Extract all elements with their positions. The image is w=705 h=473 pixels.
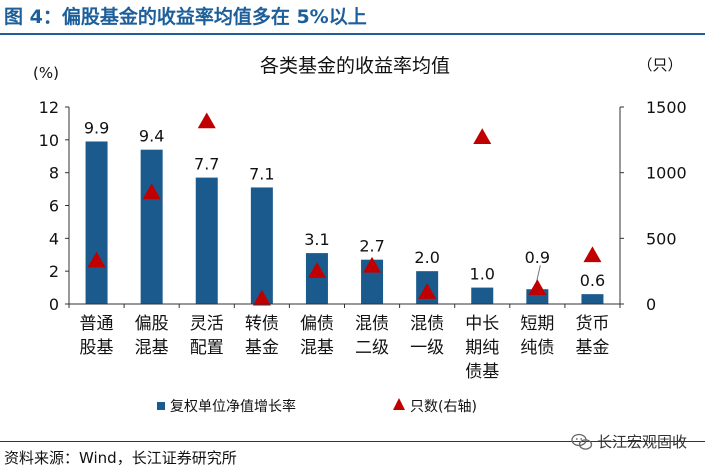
triangle-marker <box>142 183 161 200</box>
bar-data-label: 2.7 <box>359 237 384 256</box>
left-axis-tick-label: 2 <box>49 262 59 281</box>
bar <box>250 187 273 304</box>
triangle-marker <box>307 262 326 278</box>
right-axis-unit: （只） <box>637 56 682 74</box>
chart: 各类基金的收益率均值 (%) （只） 0 2 4 6 8 10 12 0 500 1000 150… <box>33 55 687 415</box>
x-tick-label: 基金 <box>245 338 279 358</box>
figure-title: 图 4：偏股基金的收益率均值多在 5%以上 <box>4 6 367 28</box>
x-tick-label: 配置 <box>190 338 224 358</box>
left-axis-tick-label: 0 <box>49 295 59 314</box>
right-axis-tick-label: 0 <box>646 295 656 314</box>
bar-data-label: 0.6 <box>580 271 605 290</box>
left-axis-tick-label: 10 <box>39 131 59 150</box>
left-axis: 0 2 4 6 8 10 12 <box>39 98 70 314</box>
bar-data-label: 7.1 <box>249 164 274 183</box>
triangle-marker <box>363 256 382 273</box>
bar-data-label: 7.7 <box>194 155 219 174</box>
bar-data-label: 1.0 <box>470 265 495 284</box>
wechat-icon <box>571 433 593 450</box>
triangle-marker <box>528 279 547 295</box>
source-note: 资料来源：Wind，长江证券研究所 <box>4 449 237 467</box>
legend-triangle-swatch <box>393 398 405 410</box>
marker-series <box>87 112 602 306</box>
bar <box>581 294 604 304</box>
x-tick-label: 纯债 <box>520 338 554 358</box>
x-tick-label: 偏债 <box>300 314 334 334</box>
x-axis <box>68 303 621 308</box>
watermark: 长江宏观固收 <box>571 431 687 452</box>
source-divider <box>0 441 705 442</box>
bar-data-label: 2.0 <box>414 248 439 267</box>
legend-marker-label: 只数(右轴) <box>410 399 477 415</box>
bar-series <box>85 141 604 304</box>
bar-data-label: 9.4 <box>139 127 164 146</box>
x-tick-label: 混基 <box>135 338 169 358</box>
bar-data-label: 9.9 <box>84 118 109 137</box>
right-axis-tick-label: 1000 <box>646 164 687 183</box>
left-axis-tick-label: 8 <box>49 164 59 183</box>
right-axis-tick-label: 500 <box>646 229 677 248</box>
x-tick-label: 混基 <box>300 338 334 358</box>
x-tick-label: 混债 <box>355 314 389 334</box>
bar <box>195 177 218 304</box>
triangle-marker <box>473 128 492 144</box>
triangle-marker <box>197 112 216 129</box>
x-tick-label: 混债 <box>410 314 444 334</box>
x-tick-label: 货币 <box>575 314 609 334</box>
chart-title: 各类基金的收益率均值 <box>260 55 450 77</box>
x-tick-label: 债基 <box>465 362 499 382</box>
triangle-marker <box>252 289 271 306</box>
x-tick-label: 二级 <box>355 338 389 358</box>
bar-data-label: 3.1 <box>304 230 329 249</box>
triangle-marker <box>583 246 602 263</box>
x-tick-label: 一级 <box>410 338 444 358</box>
title-divider <box>0 33 705 35</box>
x-tick-label: 普通 <box>80 314 114 334</box>
bar <box>85 141 108 304</box>
bar <box>140 149 163 304</box>
x-tick-label: 基金 <box>575 338 609 358</box>
triangle-marker <box>87 251 106 268</box>
x-tick-label: 转债 <box>245 314 279 334</box>
legend-bar-label: 复权单位净值增长率 <box>170 398 296 415</box>
legend-bar-swatch <box>157 402 165 410</box>
x-tick-label: 偏股 <box>135 314 169 334</box>
bar-data-label: 0.9 <box>525 248 550 267</box>
x-tick-label: 灵活 <box>190 314 224 334</box>
bar-data-labels: 9.9 9.4 7.7 7.1 3.1 2.7 2.0 1.0 0.9 0.6 <box>84 118 605 290</box>
x-tick-label: 短期 <box>520 314 554 334</box>
left-axis-tick-label: 4 <box>49 229 59 248</box>
left-axis-tick-label: 12 <box>39 98 59 117</box>
bar <box>305 253 328 304</box>
x-tick-label: 期纯 <box>465 338 499 358</box>
x-tick-label: 中长 <box>465 314 499 334</box>
left-axis-unit: (%) <box>33 64 59 82</box>
x-tick-label: 股基 <box>80 338 114 358</box>
triangle-marker <box>418 283 437 299</box>
watermark-text: 长江宏观固收 <box>596 433 687 451</box>
right-axis: 0 500 1000 1500 <box>619 98 687 314</box>
bar <box>471 287 494 304</box>
right-axis-tick-label: 1500 <box>646 98 687 117</box>
legend: 复权单位净值增长率 只数(右轴) <box>157 398 477 415</box>
left-axis-tick-label: 6 <box>49 197 59 216</box>
